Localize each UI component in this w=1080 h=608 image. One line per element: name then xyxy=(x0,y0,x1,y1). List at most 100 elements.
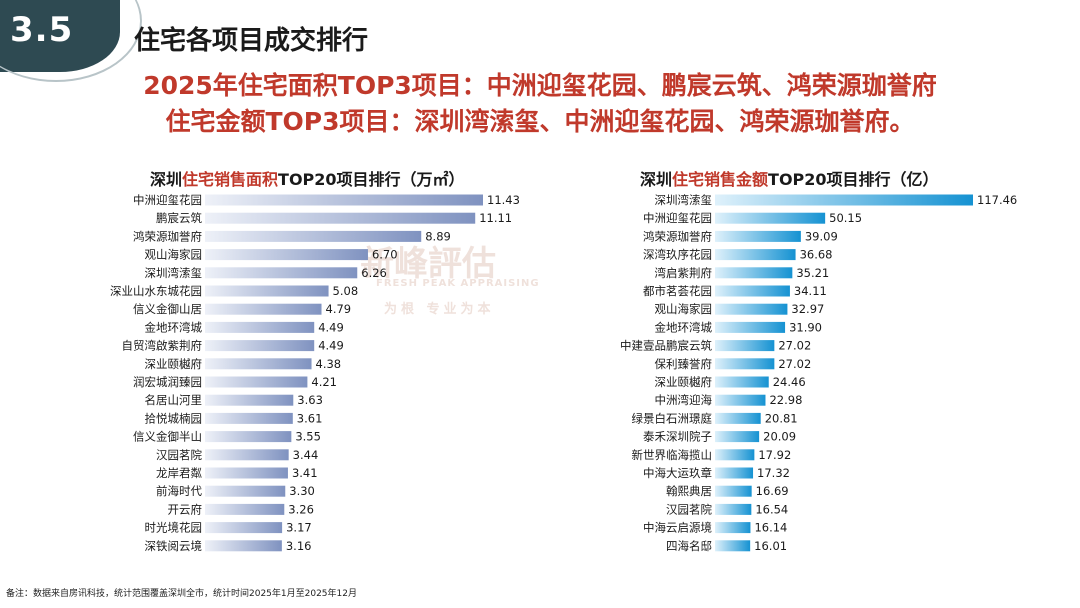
right-bar xyxy=(715,267,793,279)
right-category-label: 深湾玖序花园 xyxy=(643,248,712,262)
right-value-label: 50.15 xyxy=(829,211,862,225)
section-badge: 3.5 xyxy=(10,10,74,50)
left-bar xyxy=(205,485,286,497)
right-value-label: 36.68 xyxy=(800,248,833,262)
left-bar xyxy=(205,394,294,406)
right-category-label: 翰熙典居 xyxy=(666,484,712,498)
right-value-label: 27.02 xyxy=(778,339,811,353)
left-value-label: 3.30 xyxy=(289,484,315,498)
left-bar-chart: 中洲迎玺花园 11.43 鹏宸云筑 11.11 鸿荣源珈誉府 8.89 观山海家园 6.70 深… xyxy=(110,193,520,553)
right-value-label: 20.09 xyxy=(763,430,796,444)
left-category-label: 鸿荣源珈誉府 xyxy=(133,229,202,243)
right-value-label: 34.11 xyxy=(794,284,827,298)
headline-area-top3: 2025年住宅面积TOP3项目：中洲迎玺花园、鹏宸云筑、鸿荣源珈誉府 xyxy=(143,71,937,100)
left-bar xyxy=(205,503,285,515)
right-value-label: 32.97 xyxy=(791,302,824,316)
right-category-label: 汉园茗院 xyxy=(666,502,712,516)
left-category-label: 深业山水东城花园 xyxy=(110,284,202,298)
right-category-label: 深圳湾溹玺 xyxy=(655,193,713,207)
right-bar xyxy=(715,285,790,297)
left-bar xyxy=(205,449,289,461)
right-chart-title-suffix: TOP20项目排行（亿） xyxy=(768,170,939,189)
right-value-label: 35.21 xyxy=(796,266,829,280)
left-category-label: 观山海家园 xyxy=(145,248,203,262)
right-value-label: 24.46 xyxy=(773,375,806,389)
right-chart-title-highlight: 住宅销售金额 xyxy=(672,170,769,189)
left-bar xyxy=(205,303,322,315)
right-category-label: 绿景白石洲璟庭 xyxy=(632,411,713,425)
left-bar xyxy=(205,540,282,552)
right-bar xyxy=(715,230,801,242)
left-value-label: 11.11 xyxy=(479,211,512,225)
left-value-label: 4.49 xyxy=(318,320,344,334)
left-category-label: 深圳湾溹玺 xyxy=(145,266,203,280)
right-bar xyxy=(715,376,769,388)
left-bar xyxy=(205,376,308,388)
right-value-label: 117.46 xyxy=(977,193,1017,207)
right-category-label: 都市茗荟花园 xyxy=(643,284,712,298)
left-value-label: 11.43 xyxy=(487,193,520,207)
right-category-label: 湾启紫荆府 xyxy=(655,266,713,280)
right-value-label: 17.32 xyxy=(757,466,790,480)
right-bar-chart: 深圳湾溹玺 117.46 中洲迎玺花园 50.15 鸿荣源珈誉府 39.09 深湾玖序花园 3… xyxy=(620,193,1017,553)
right-value-label: 27.02 xyxy=(778,357,811,371)
right-bar xyxy=(715,503,752,515)
left-category-label: 鹏宸云筑 xyxy=(156,211,202,225)
right-bar xyxy=(715,522,751,534)
left-bar xyxy=(205,431,292,443)
right-bar xyxy=(715,394,766,406)
right-value-label: 16.14 xyxy=(754,521,787,535)
left-category-label: 开云府 xyxy=(168,502,203,516)
left-value-label: 4.49 xyxy=(318,339,344,353)
right-category-label: 中洲湾迎海 xyxy=(655,393,713,407)
right-value-label: 20.81 xyxy=(765,411,798,425)
right-bar xyxy=(715,340,775,352)
left-chart-title-suffix: TOP20项目排行（万㎡） xyxy=(278,170,465,189)
right-category-label: 深业颐樾府 xyxy=(655,375,713,389)
left-value-label: 4.79 xyxy=(326,302,352,316)
right-category-label: 新世界临海揽山 xyxy=(632,448,713,462)
left-chart-title-highlight: 住宅销售面积 xyxy=(182,170,279,189)
right-value-label: 16.01 xyxy=(754,539,787,553)
left-bar xyxy=(205,249,368,261)
left-value-label: 6.26 xyxy=(361,266,387,280)
left-category-label: 自贸湾啟紫荆府 xyxy=(122,339,203,353)
left-category-label: 名居山河里 xyxy=(145,393,203,407)
right-category-label: 保利臻誉府 xyxy=(655,357,713,371)
left-category-label: 润宏城润臻园 xyxy=(133,375,202,389)
left-value-label: 3.63 xyxy=(297,393,323,407)
right-value-label: 16.69 xyxy=(756,484,789,498)
right-bar xyxy=(715,194,973,206)
right-category-label: 中海云启源境 xyxy=(643,521,712,535)
right-chart-title-prefix: 深圳 xyxy=(640,170,673,189)
left-category-label: 拾悦城楠园 xyxy=(145,411,203,425)
right-bar xyxy=(715,321,786,333)
right-bar xyxy=(715,249,796,261)
right-bar xyxy=(715,303,788,315)
left-bar xyxy=(205,522,283,534)
left-value-label: 3.26 xyxy=(288,502,314,516)
right-chart-title: 深圳住宅销售金额TOP20项目排行（亿） xyxy=(640,166,939,190)
left-value-label: 4.21 xyxy=(311,375,337,389)
left-category-label: 深铁阅云境 xyxy=(145,539,203,553)
left-value-label: 3.17 xyxy=(286,521,312,535)
page-title: 住宅各项目成交排行 xyxy=(134,26,369,56)
right-category-label: 四海名邸 xyxy=(666,539,712,553)
right-bar xyxy=(715,449,755,461)
right-bar xyxy=(715,412,761,424)
right-category-label: 中建壹品鹏宸云筑 xyxy=(620,339,712,353)
right-value-label: 22.98 xyxy=(769,393,802,407)
right-category-label: 中海大运玖章 xyxy=(643,466,712,480)
right-value-label: 17.92 xyxy=(758,448,791,462)
left-bar xyxy=(205,340,315,352)
right-bar xyxy=(715,540,751,552)
left-value-label: 6.70 xyxy=(372,248,398,262)
right-value-label: 31.90 xyxy=(789,320,822,334)
headline-amount-top3: 住宅金额TOP3项目：深圳湾溹玺、中洲迎玺花园、鸿荣源珈誉府。 xyxy=(165,107,915,136)
left-value-label: 3.16 xyxy=(286,539,312,553)
left-value-label: 4.38 xyxy=(316,357,342,371)
right-bar xyxy=(715,431,760,443)
footnote: 备注：数据来自房讯科技，统计范围覆盖深圳全市，统计时间2025年1月至2025年… xyxy=(6,589,357,599)
left-bar xyxy=(205,358,312,370)
